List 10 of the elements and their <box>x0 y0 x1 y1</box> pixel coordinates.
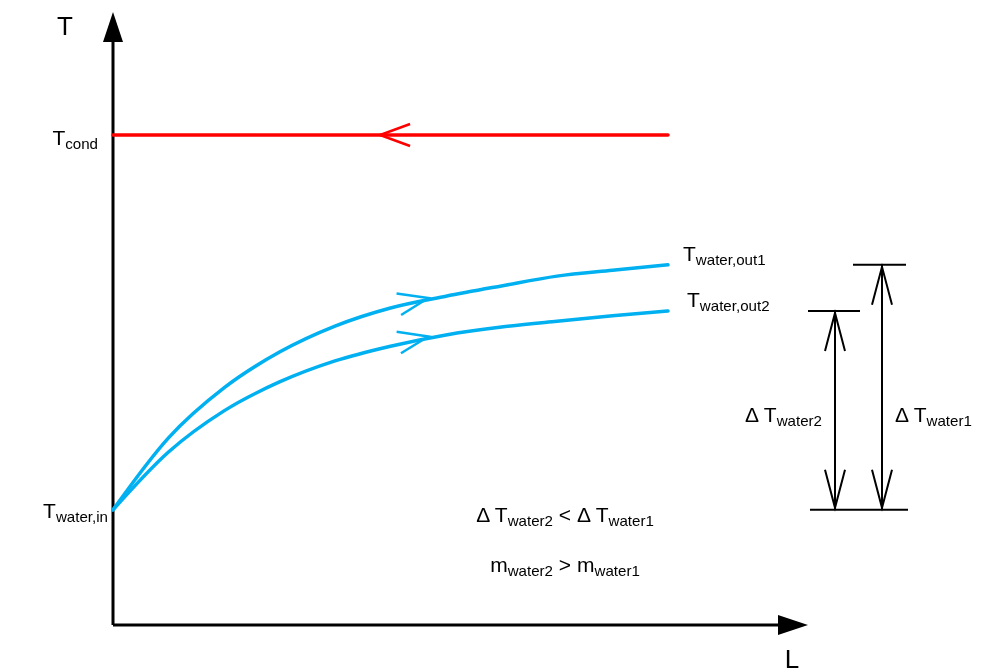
annotation: T$_{water,in}$ <box>43 499 108 526</box>
annotation: Δ T$_{water2}$ < Δ T$_{water1}$ <box>476 503 654 530</box>
series-label: T$_{water,out2}$ <box>687 287 770 315</box>
annotation: m$_{water2}$ > m$_{water1}$ <box>490 553 640 580</box>
text: Δ T$_{water2}$ <box>745 403 822 430</box>
x-axis-title: L <box>784 644 800 670</box>
text: Δ T$_{water1}$ <box>895 403 972 430</box>
y-axis-title: T <box>57 11 74 41</box>
series-label: T$_{water,out1}$ <box>683 241 766 269</box>
series-label: T$_{cond}$ <box>52 126 98 153</box>
